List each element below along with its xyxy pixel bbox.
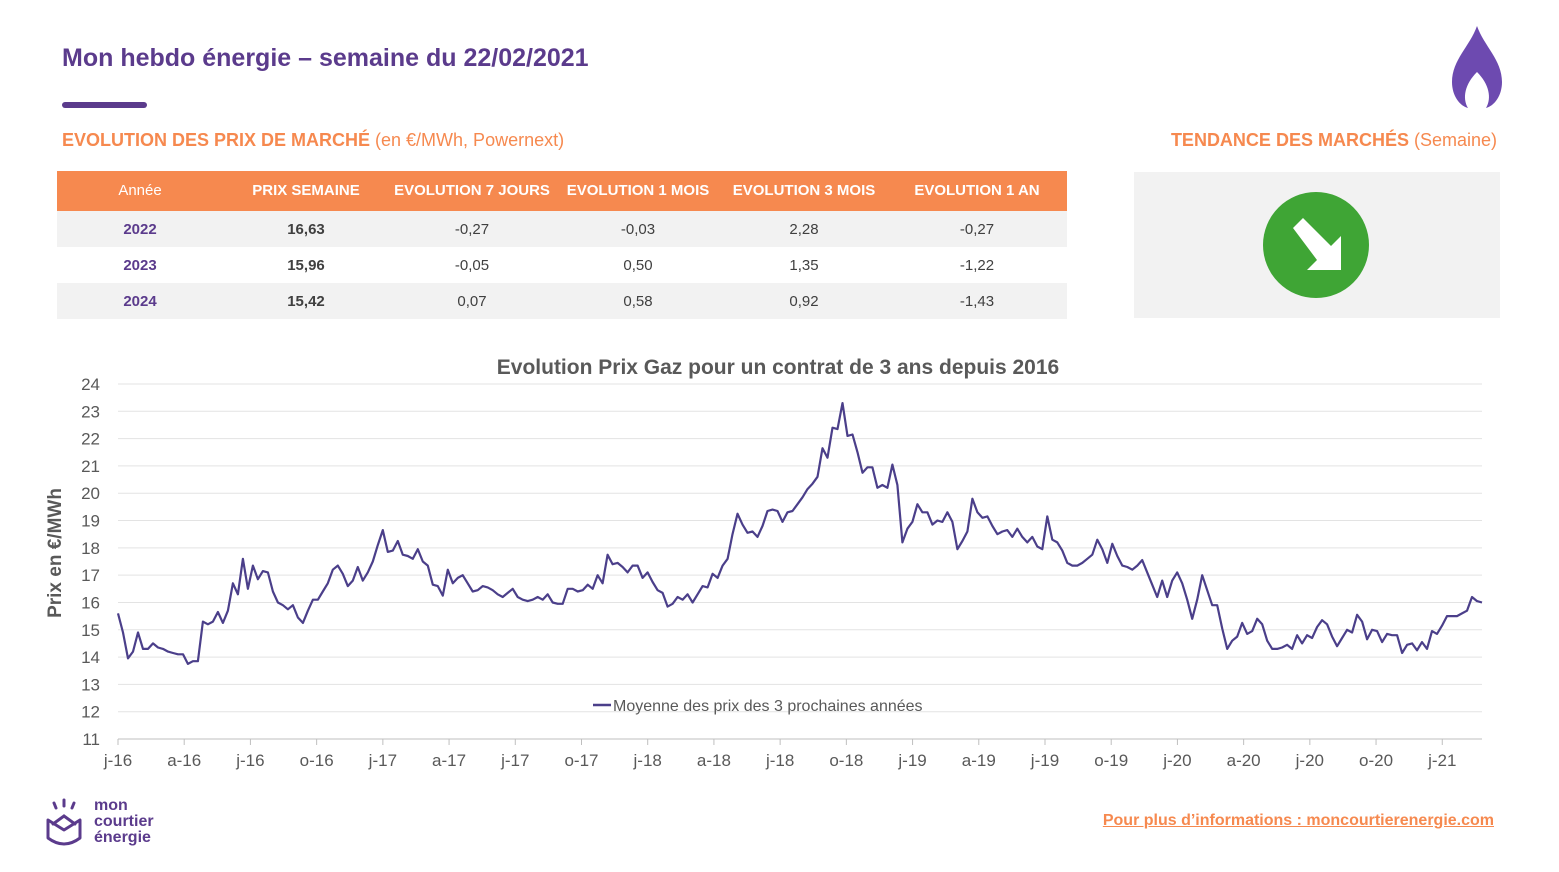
cell-evolution-7d: -0,27: [389, 211, 555, 247]
x-axis-ticks: j-16 a-16 j-16 o-16 j-17 a-17 j-17 o-17 j-18 a-18…: [103, 739, 1456, 770]
x-tick-label: j-20: [1295, 751, 1324, 770]
column-header-evolution-1m: EVOLUTION 1 MOIS: [555, 171, 721, 211]
y-tick-label: 20: [81, 484, 100, 503]
table-row: 2023 15,96 -0,05 0,50 1,35 -1,22: [57, 247, 1067, 283]
x-tick-label: o-16: [300, 751, 334, 770]
x-tick-label: j-16: [103, 751, 132, 770]
cell-year: 2023: [123, 256, 157, 274]
cell-price: 15,42: [223, 283, 389, 319]
y-tick-label: 17: [81, 566, 100, 585]
title-underline: [62, 102, 147, 108]
column-header-evolution-7d: EVOLUTION 7 JOURS: [389, 171, 555, 211]
gas-price-chart: Evolution Prix Gaz pour un contrat de 3 …: [45, 356, 1483, 770]
cell-price: 16,63: [223, 211, 389, 247]
x-tick-label: j-18: [765, 751, 794, 770]
series-line-moyenne: [116, 402, 1483, 665]
y-tick-label: 23: [81, 402, 100, 421]
cell-evolution-1y: -0,27: [887, 211, 1067, 247]
market-price-table: Année PRIX SEMAINE EVOLUTION 7 JOURS EVO…: [57, 171, 1067, 319]
cell-year: 2022: [57, 211, 223, 247]
cell-evolution-1m: -0,03: [555, 211, 721, 247]
table-row: 2022 16,63 -0,27 -0,03 2,28 -0,27: [57, 211, 1067, 247]
page-title: Mon hebdo énergie – semaine du 22/02/202…: [62, 44, 589, 72]
x-tick-label: j-21: [1427, 751, 1456, 770]
column-header-evolution-1y: EVOLUTION 1 AN: [887, 171, 1067, 211]
flame-icon: [1452, 26, 1502, 108]
x-tick-label: j-19: [1030, 751, 1059, 770]
cell-evolution-3m: 1,35: [789, 256, 819, 274]
y-tick-label: 14: [81, 648, 100, 667]
column-header-price: PRIX SEMAINE: [223, 171, 389, 211]
trend-section-title-main: TENDANCE DES MARCHÉS: [1170, 130, 1409, 150]
table-row: 2024 15,42 0,07 0,58 0,92 -1,43: [57, 283, 1067, 319]
cell-evolution-7d: 0,07: [389, 283, 555, 319]
cell-evolution-7d: -0,05: [454, 256, 490, 274]
trend-panel: [1134, 172, 1500, 318]
y-tick-label: 19: [81, 512, 100, 531]
legend-label: Moyenne des prix des 3 prochaines années: [613, 698, 923, 715]
x-tick-label: a-16: [167, 751, 201, 770]
y-tick-label: 16: [81, 593, 100, 612]
arrow-down-right-icon: [1263, 192, 1369, 298]
x-tick-label: j-20: [1162, 751, 1191, 770]
y-axis-ticks: 11 12 13 14 15 16 17 18 19 20 21 22 23 24: [81, 375, 100, 749]
y-axis-label: Prix en €/MWh: [45, 488, 66, 618]
y-tick-label: 13: [81, 675, 100, 694]
column-header-evolution-3m: EVOLUTION 3 MOIS: [721, 171, 887, 211]
logo-text-line: mon: [94, 797, 128, 814]
market-section-title: EVOLUTION DES PRIX DE MARCHÉ (en €/MWh, …: [62, 130, 564, 151]
column-header-year: Année: [57, 171, 223, 211]
y-tick-label: 22: [81, 430, 100, 449]
chart-grid: [118, 383, 1482, 740]
x-tick-label: j-18: [633, 751, 662, 770]
x-tick-label: o-20: [1359, 751, 1393, 770]
logo-text-line: énergie: [94, 829, 151, 846]
cell-evolution-1m: 0,58: [555, 283, 721, 319]
cell-evolution-1m: 0,50: [623, 256, 653, 274]
x-tick-label: j-16: [235, 751, 264, 770]
cell-evolution-3m: 0,92: [721, 283, 887, 319]
y-tick-label: 12: [81, 703, 100, 722]
more-info-link[interactable]: Pour plus d’informations : moncourtieren…: [1102, 812, 1494, 829]
cell-evolution-1y: -1,43: [887, 283, 1067, 319]
market-section-title-main: EVOLUTION DES PRIX DE MARCHÉ: [62, 130, 371, 150]
x-tick-label: o-18: [829, 751, 863, 770]
x-tick-label: j-17: [500, 751, 529, 770]
y-tick-label: 24: [81, 375, 100, 394]
x-tick-label: o-17: [564, 751, 598, 770]
y-tick-label: 21: [81, 457, 100, 476]
market-section-subtitle: (en €/MWh, Powernext): [370, 130, 565, 150]
chart-title: Evolution Prix Gaz pour un contrat de 3 …: [497, 356, 1059, 379]
cell-evolution-1y: -1,22: [959, 256, 995, 274]
logo-text: mon courtier énergie: [94, 798, 154, 846]
y-tick-label: 18: [81, 539, 100, 558]
logo-icon: [46, 798, 82, 846]
y-tick-label: 15: [81, 621, 100, 640]
logo-text-line: courtier: [94, 813, 154, 830]
y-tick-label: 11: [82, 730, 100, 749]
x-tick-label: a-18: [697, 751, 731, 770]
x-tick-label: j-19: [897, 751, 926, 770]
cell-year: 2024: [57, 283, 223, 319]
cell-evolution-3m: 2,28: [721, 211, 887, 247]
trend-section-subtitle: (Semaine): [1408, 130, 1497, 150]
trend-section-title: TENDANCE DES MARCHÉS (Semaine): [1171, 130, 1497, 151]
cell-price: 15,96: [287, 256, 325, 274]
x-tick-label: a-17: [432, 751, 466, 770]
x-tick-label: o-19: [1094, 751, 1128, 770]
table-header-row: Année PRIX SEMAINE EVOLUTION 7 JOURS EVO…: [57, 171, 1067, 211]
chart-legend: Moyenne des prix des 3 prochaines années: [593, 698, 923, 715]
x-tick-label: j-17: [368, 751, 397, 770]
x-tick-label: a-19: [962, 751, 996, 770]
x-tick-label: a-20: [1227, 751, 1261, 770]
